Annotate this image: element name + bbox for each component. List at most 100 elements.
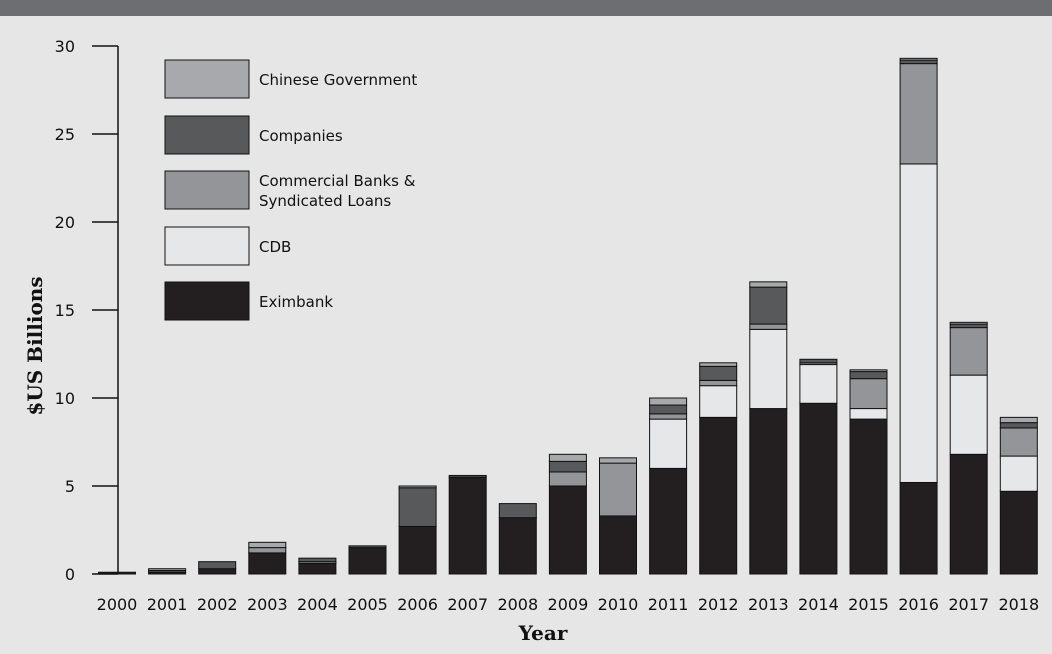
bar-eximbank-2003 (248, 552, 287, 575)
legend-label-cdb: CDB (259, 238, 291, 256)
bar-commercial-2013 (749, 323, 788, 330)
bar-cdb-2015 (849, 408, 888, 420)
x-tick-label: 2004 (297, 595, 338, 614)
bar-commercial-2018 (999, 427, 1038, 457)
y-axis: 0 5 10 15 20 25 30 (55, 37, 119, 584)
bar-commercial-2016 (899, 63, 938, 165)
bar-government-2016 (899, 57, 938, 61)
legend-label-commercial: Commercial Banks & Syndicated Loans (259, 172, 416, 210)
bar-commercial-2012 (699, 379, 738, 387)
bar-eximbank-2009 (548, 485, 587, 575)
bar-government-2003 (248, 541, 287, 549)
bar-companies-2013 (749, 286, 788, 325)
bar-companies-2012 (699, 365, 738, 381)
x-tick-label: 2009 (548, 595, 589, 614)
x-tick-label: 2018 (998, 595, 1039, 614)
bar-cdb-2018 (999, 455, 1038, 492)
top-banner-bar (0, 0, 1052, 16)
bar-companies-2016 (899, 59, 938, 65)
bar-cdb-2011 (649, 418, 688, 469)
bar-eximbank-2014 (799, 402, 838, 575)
bar-commercial-2015 (849, 378, 888, 410)
bar-eximbank-2008 (498, 517, 537, 575)
bar-companies-2011 (649, 404, 688, 415)
x-tick-label: 2001 (147, 595, 188, 614)
bar-eximbank-2018 (999, 490, 1038, 575)
bar-eximbank-2011 (649, 467, 688, 575)
x-tick-label: 2002 (197, 595, 238, 614)
legend-label-eximbank: Eximbank (259, 293, 333, 311)
bar-commercial-2017 (949, 327, 988, 376)
bar-commercial-2009 (548, 471, 587, 487)
bar-cdb-2013 (749, 328, 788, 410)
bar-eximbank-2006 (398, 525, 437, 575)
bar-companies-2005 (348, 545, 387, 549)
bar-companies-2015 (849, 371, 888, 380)
y-tick-label: 0 (65, 565, 75, 584)
x-axis-title: Year (518, 621, 568, 645)
bar-commercial-2010 (599, 462, 637, 517)
bar-eximbank-2002 (198, 568, 237, 575)
bar-eximbank-2015 (849, 418, 888, 575)
bar-government-2006 (398, 485, 437, 489)
bar-companies-2006 (398, 487, 437, 527)
y-tick-label: 25 (55, 125, 75, 144)
bar-companies-2009 (548, 460, 587, 473)
bar-companies-2018 (999, 422, 1038, 429)
x-tick-label: 2010 (598, 595, 639, 614)
bar-eximbank-2004 (298, 562, 337, 575)
x-tick-label: 2017 (948, 595, 989, 614)
bar-companies-2017 (949, 323, 988, 329)
legend: Chinese Government Companies Commercial Ba… (164, 59, 417, 321)
x-tick-label: 2008 (497, 595, 538, 614)
y-tick-label: 15 (55, 301, 75, 320)
bar-cdb-2016 (899, 163, 938, 483)
bar-companies-2008 (498, 503, 537, 519)
x-tick-label: 2012 (698, 595, 739, 614)
legend-swatch-government (164, 59, 250, 99)
x-tick-label: 2005 (347, 595, 388, 614)
bar-government-2012 (699, 362, 738, 367)
y-tick-label: 5 (65, 477, 75, 496)
x-axis-ticks: 2000 2001 2002 2003 2004 2005 2006 2007 2008 2009… (97, 595, 1040, 614)
bar-commercial-2003 (248, 547, 287, 554)
legend-swatch-cdb (164, 226, 250, 266)
y-tick-label: 20 (55, 213, 75, 232)
bar-government-2017 (949, 321, 988, 325)
bar-eximbank-2016 (899, 481, 938, 575)
bar-eximbank-2017 (949, 453, 988, 575)
bar-government-2015 (849, 369, 888, 373)
bar-cdb-2012 (699, 385, 738, 418)
bar-companies-2004 (298, 557, 337, 563)
y-tick-label: 30 (55, 37, 75, 56)
x-tick-label: 2007 (447, 595, 488, 614)
x-tick-label: 2015 (848, 595, 889, 614)
bar-government-2009 (548, 453, 587, 462)
bar-cdb-2014 (799, 364, 838, 404)
bar-government-2013 (749, 281, 788, 288)
bar-eximbank-2005 (348, 547, 387, 575)
legend-label-government: Chinese Government (259, 71, 417, 89)
y-tick-label: 10 (55, 389, 75, 408)
bar-companies-2007 (448, 474, 487, 478)
legend-label-companies: Companies (259, 127, 343, 145)
bar-cdb-2017 (949, 374, 988, 455)
bar-companies-2002 (198, 561, 237, 570)
x-tick-label: 2006 (397, 595, 438, 614)
bar-government-2001 (148, 568, 187, 571)
bar-eximbank-2010 (599, 515, 637, 575)
bars-group (98, 57, 1038, 575)
bar-government-2011 (649, 397, 688, 406)
bar-commercial-2011 (649, 413, 688, 420)
bar-government-2018 (999, 416, 1038, 424)
x-tick-label: 2013 (748, 595, 789, 614)
bar-eximbank-2007 (448, 476, 487, 575)
legend-swatch-eximbank (164, 281, 250, 321)
legend-swatch-companies (164, 115, 250, 155)
x-tick-label: 2016 (898, 595, 939, 614)
bar-eximbank-2013 (749, 408, 788, 575)
x-tick-label: 2000 (97, 595, 138, 614)
x-tick-label: 2014 (798, 595, 839, 614)
x-tick-label: 2011 (648, 595, 689, 614)
